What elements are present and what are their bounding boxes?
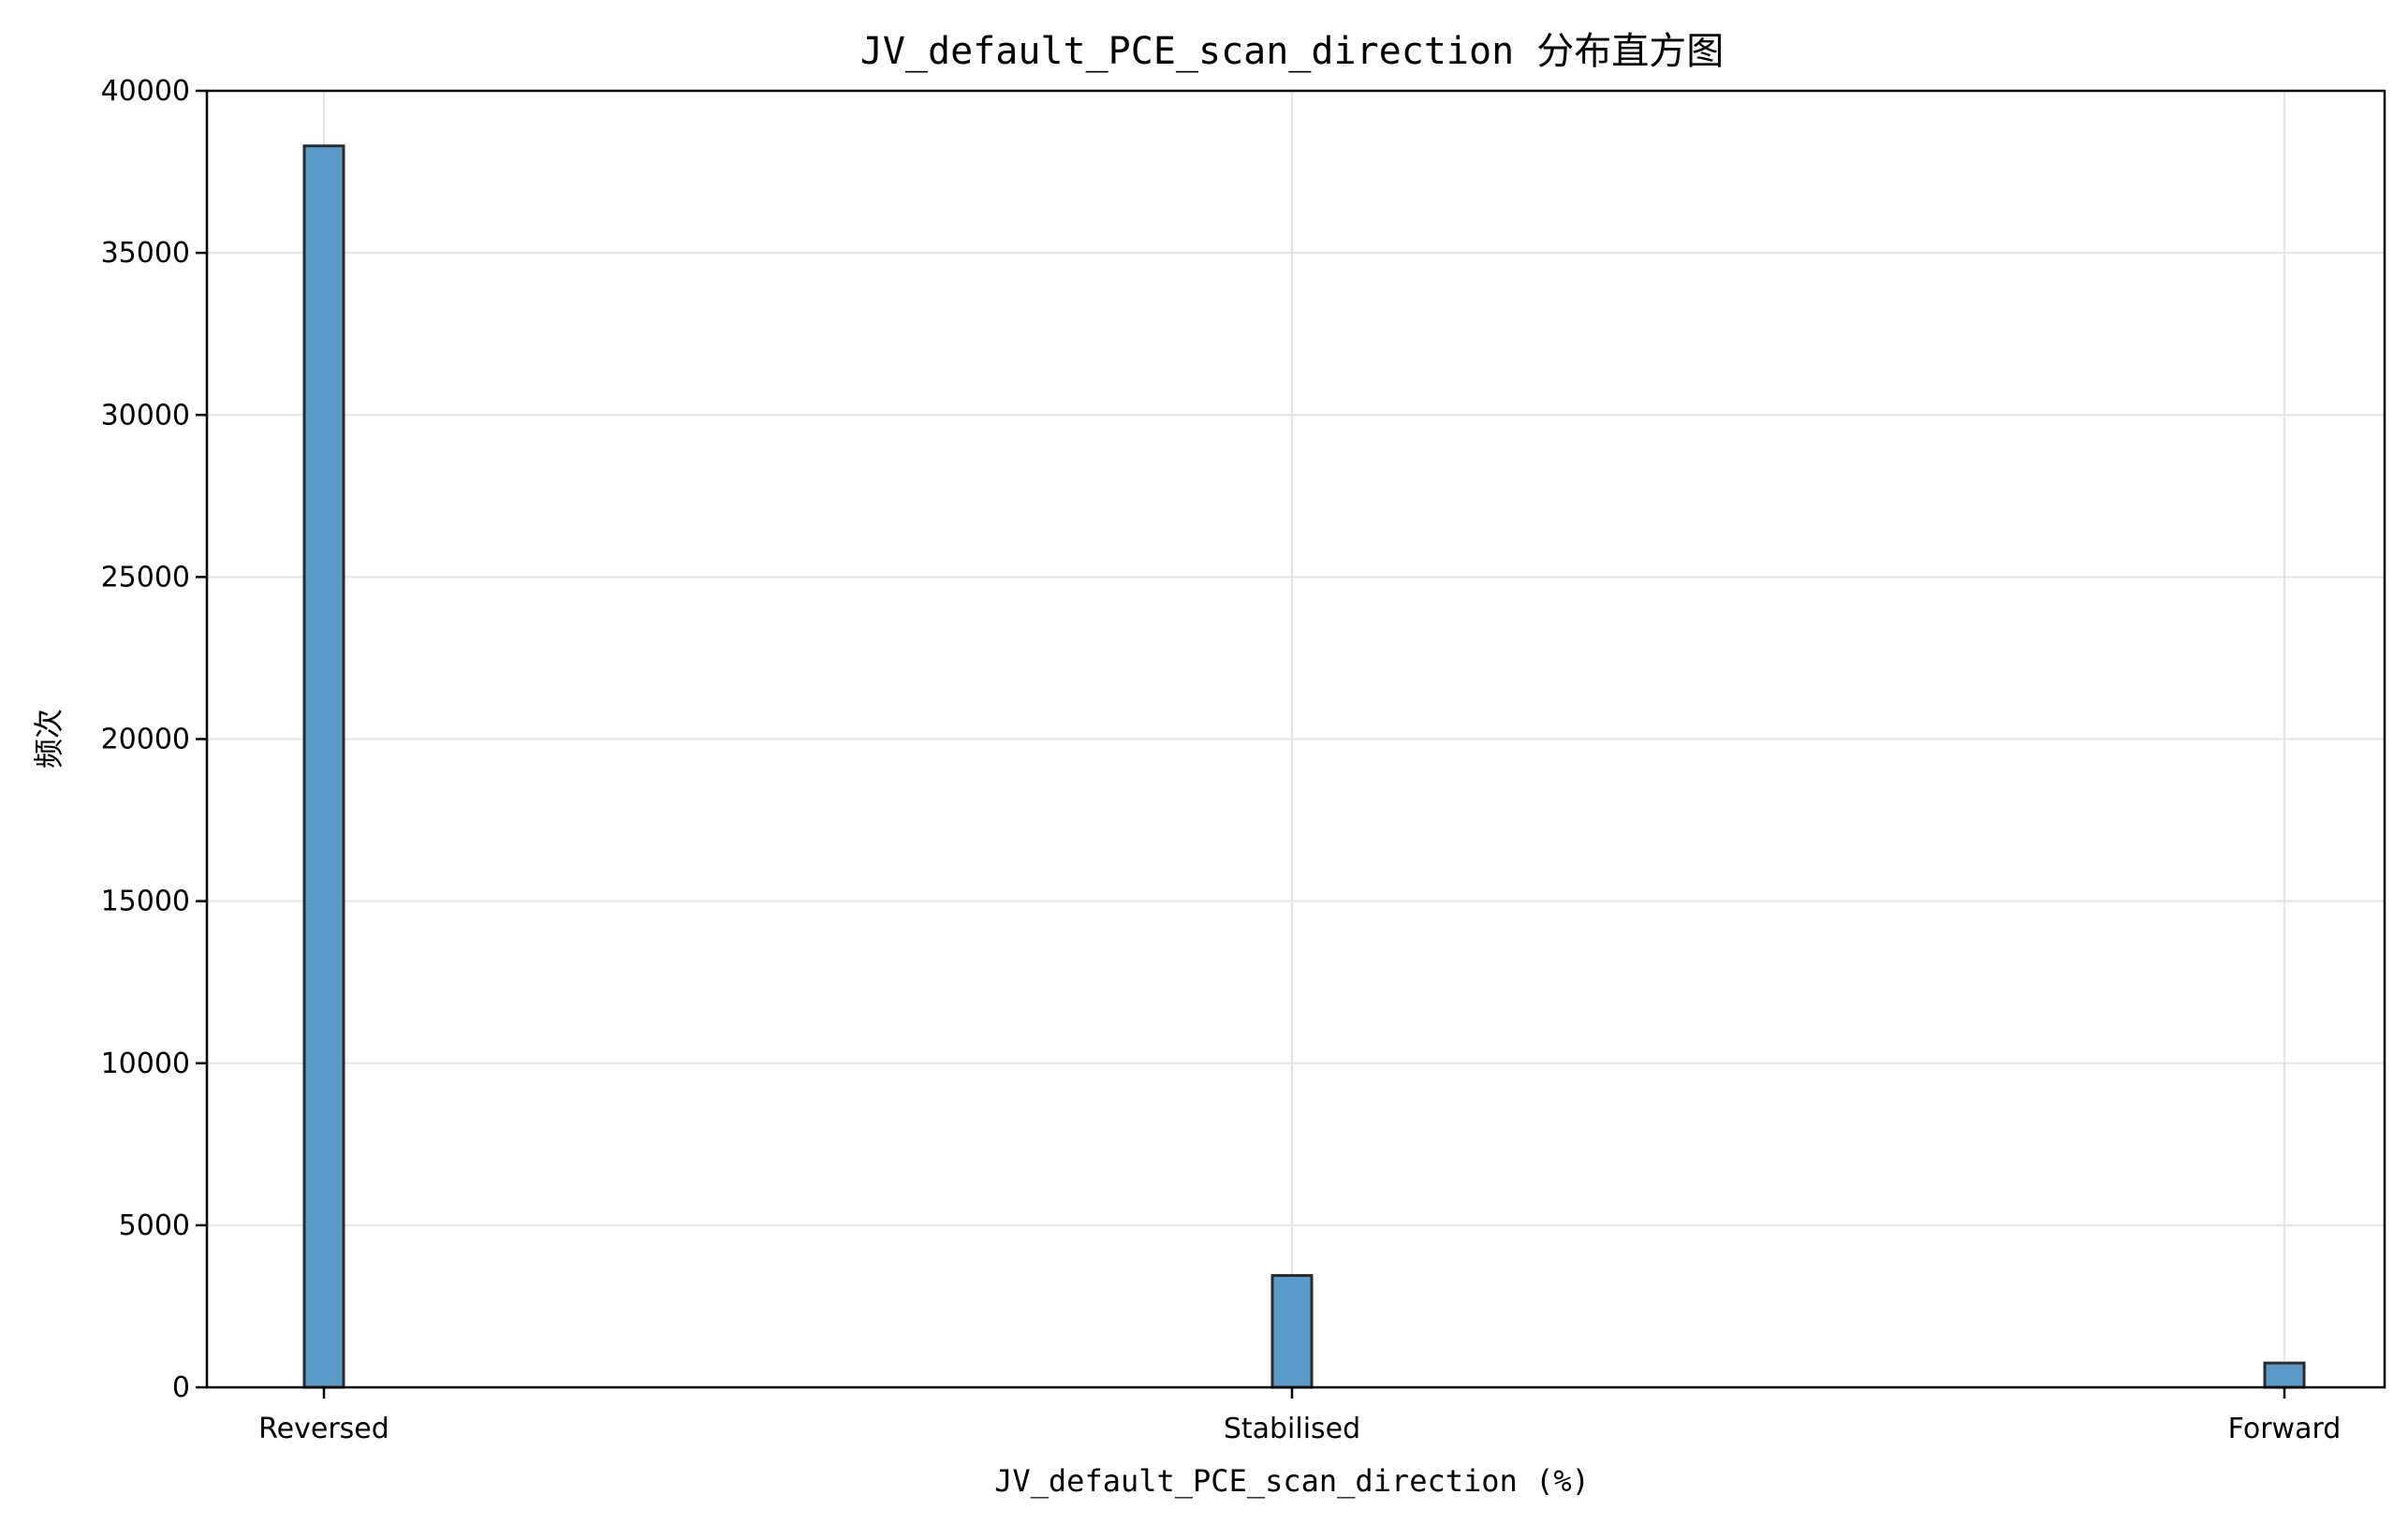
x-axis-label: JV_default_PCE_scan_direction (%): [994, 1463, 1590, 1499]
y-tick-label: 15000: [101, 886, 190, 918]
x-tick-label: Forward: [2228, 1413, 2342, 1445]
chart-title: JV_default_PCE_scan_direction 分布直方图: [860, 30, 1724, 73]
bar-reversed: [302, 144, 345, 1389]
y-axis: 0 5000 10000 15000 20000 25000 30000 35000 40000: [101, 75, 207, 1404]
y-tick-label: 30000: [101, 399, 190, 432]
bars: [302, 144, 2306, 1389]
y-tick-label: 40000: [101, 75, 190, 108]
y-tick-label: 25000: [101, 561, 190, 593]
y-tick-label: 0: [172, 1371, 190, 1404]
y-tick-label: 35000: [101, 237, 190, 270]
grid-lines: [207, 91, 2385, 1387]
y-tick-label: 5000: [119, 1209, 190, 1242]
bar-forward: [2263, 1361, 2306, 1389]
x-tick-label: Reversed: [258, 1413, 389, 1445]
x-tick-label: Stabilised: [1224, 1413, 1360, 1445]
y-axis-label: 频次: [31, 709, 66, 769]
y-tick-label: 20000: [101, 724, 190, 756]
y-tick-label: 10000: [101, 1048, 190, 1080]
bar-stabilised: [1270, 1274, 1314, 1389]
x-axis: Reversed Stabilised Forward: [258, 1387, 2341, 1445]
